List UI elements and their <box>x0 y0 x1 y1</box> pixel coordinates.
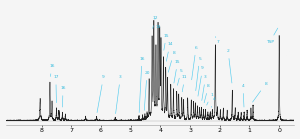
Text: 16: 16 <box>139 57 145 112</box>
Text: 8: 8 <box>204 84 210 103</box>
Text: 12: 12 <box>152 16 158 28</box>
Text: 5: 5 <box>196 57 201 91</box>
Text: 11: 11 <box>182 75 188 92</box>
Text: 17: 17 <box>53 75 58 103</box>
Text: 16: 16 <box>49 64 55 76</box>
Text: 9: 9 <box>198 66 204 96</box>
Text: 14: 14 <box>166 43 172 61</box>
Text: TSP: TSP <box>266 28 278 44</box>
Text: 9: 9 <box>97 75 105 113</box>
Text: 3: 3 <box>116 75 122 114</box>
Text: 6: 6 <box>192 46 197 80</box>
Text: 13: 13 <box>155 20 161 29</box>
Text: 16: 16 <box>60 86 66 107</box>
Text: 20: 20 <box>144 71 150 110</box>
Text: 7: 7 <box>215 37 220 44</box>
Text: 4: 4 <box>211 97 216 107</box>
Text: 4: 4 <box>242 84 244 107</box>
Text: 15: 15 <box>164 34 169 50</box>
Text: 1: 1 <box>207 93 213 105</box>
Text: 5: 5 <box>177 69 183 85</box>
Text: 15: 15 <box>174 60 180 83</box>
Text: 8: 8 <box>168 51 175 72</box>
Text: 3: 3 <box>202 75 207 100</box>
Text: 2: 2 <box>227 49 232 83</box>
Text: 8: 8 <box>253 82 267 102</box>
